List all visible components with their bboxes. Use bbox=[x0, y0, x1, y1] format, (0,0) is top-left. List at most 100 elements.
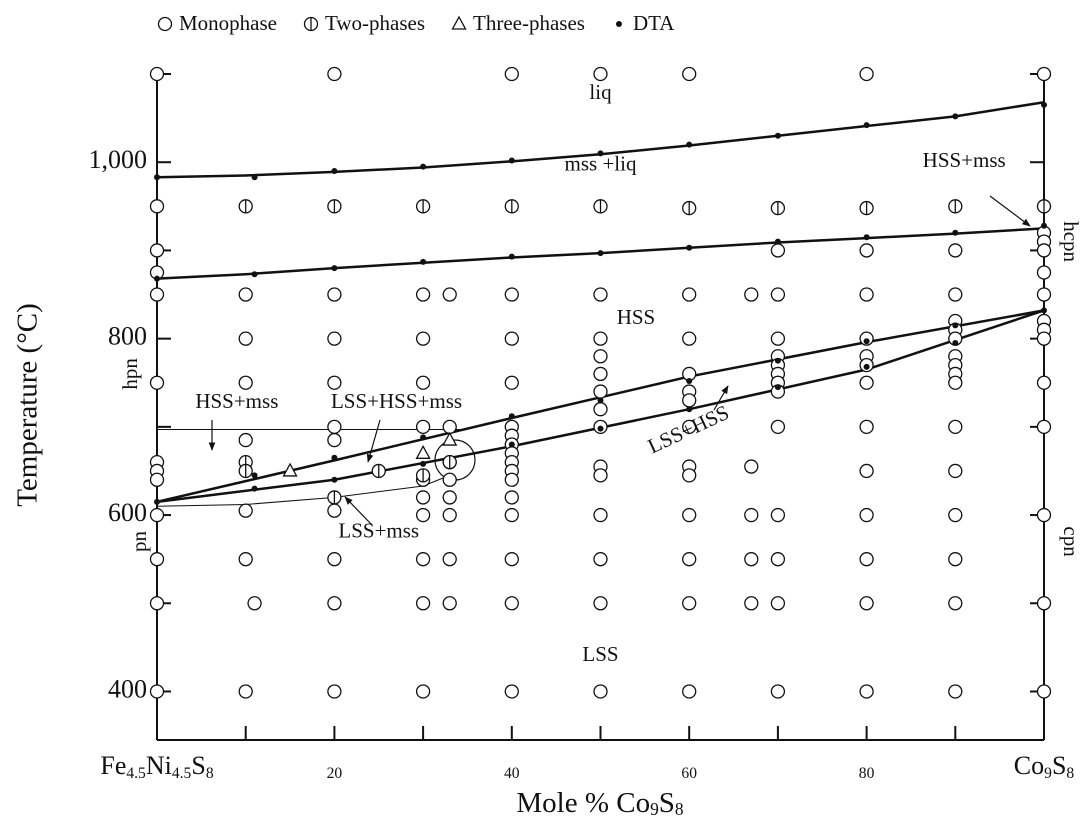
dta-point bbox=[774, 132, 781, 139]
monophase-point bbox=[1036, 265, 1052, 280]
dta-point bbox=[508, 157, 515, 164]
two-phase-point bbox=[593, 199, 608, 214]
monophase-point bbox=[157, 16, 173, 32]
legend-label: Two-phases bbox=[325, 11, 425, 35]
monophase-point bbox=[770, 419, 786, 434]
dta-point bbox=[331, 476, 338, 483]
monophase-point bbox=[415, 287, 431, 302]
dta-point bbox=[597, 250, 604, 257]
monophase-point bbox=[442, 472, 457, 487]
x-tick-label: Co9S8 bbox=[1014, 751, 1075, 782]
two-phase-point bbox=[859, 200, 874, 216]
monophase-point bbox=[948, 552, 963, 567]
monophase-point bbox=[770, 507, 786, 523]
monophase-point bbox=[770, 552, 786, 567]
y-tick-label: 600 bbox=[108, 498, 147, 527]
monophase-point bbox=[948, 243, 963, 258]
monophase-point bbox=[238, 331, 253, 346]
monophase-point bbox=[149, 472, 165, 487]
monophase-point bbox=[859, 419, 874, 434]
two-phase-point bbox=[770, 200, 786, 216]
monophase-point bbox=[238, 552, 253, 567]
monophase-point bbox=[593, 287, 608, 302]
dta-point bbox=[597, 150, 604, 157]
monophase-point bbox=[859, 507, 874, 523]
arrows bbox=[208, 195, 1031, 526]
monophase-point bbox=[415, 375, 431, 390]
monophase-point bbox=[859, 463, 874, 479]
monophase-point bbox=[327, 596, 342, 611]
monophase-point bbox=[682, 419, 697, 434]
monophase-point bbox=[1036, 243, 1052, 258]
monophase-point bbox=[593, 507, 608, 523]
monophase-point bbox=[682, 507, 697, 523]
monophase-point bbox=[327, 552, 342, 567]
dta-point bbox=[597, 397, 604, 404]
dta-point bbox=[251, 472, 258, 479]
legend-label: Three-phases bbox=[473, 11, 585, 35]
monophase-point bbox=[238, 375, 253, 390]
y-tick-label: 1,000 bbox=[89, 145, 148, 174]
series bbox=[238, 199, 1052, 505]
monophase-point bbox=[1036, 419, 1052, 434]
monophase-point bbox=[682, 331, 697, 346]
monophase-point bbox=[593, 66, 608, 82]
dta-point bbox=[774, 357, 781, 364]
arrow bbox=[713, 385, 729, 411]
monophase-point bbox=[682, 287, 697, 302]
dta-point bbox=[508, 253, 515, 260]
monophase-point bbox=[859, 684, 874, 699]
monophase-point bbox=[327, 331, 342, 346]
monophase-point bbox=[744, 287, 759, 302]
monophase-point bbox=[770, 331, 786, 346]
monophase-point bbox=[327, 66, 342, 82]
dta-point bbox=[597, 425, 604, 432]
legend-label: Monophase bbox=[179, 11, 277, 35]
monophase-point bbox=[442, 596, 457, 611]
monophase-point bbox=[744, 507, 759, 523]
monophase-point bbox=[1036, 287, 1052, 302]
dta-point bbox=[952, 340, 959, 347]
monophase-point bbox=[327, 684, 342, 699]
two-phase-point bbox=[415, 468, 431, 483]
dta-point bbox=[331, 265, 338, 272]
two-phase-point bbox=[682, 200, 697, 216]
monophase-point bbox=[504, 684, 519, 699]
region-label: pn bbox=[127, 531, 151, 553]
monophase-point bbox=[238, 684, 253, 699]
dta-point bbox=[686, 141, 693, 148]
y-tick-label: 800 bbox=[108, 322, 147, 351]
monophase-point bbox=[593, 331, 608, 346]
dta-point bbox=[420, 163, 427, 170]
monophase-point bbox=[149, 375, 165, 390]
monophase-point bbox=[744, 596, 759, 611]
monophase-point bbox=[442, 287, 457, 302]
x-tick-label: 20 bbox=[327, 765, 343, 782]
two-phase-point bbox=[327, 490, 342, 505]
monophase-point bbox=[948, 596, 963, 611]
monophase-point bbox=[238, 503, 253, 518]
monophase-point bbox=[682, 684, 697, 699]
three-phase-point bbox=[282, 462, 298, 477]
dta-point bbox=[1041, 101, 1047, 108]
region-label: mss +liq bbox=[565, 152, 637, 176]
dta-point bbox=[251, 174, 258, 181]
region-label: liq bbox=[589, 80, 612, 104]
monophase-point bbox=[859, 552, 874, 567]
monophase-point bbox=[504, 552, 519, 567]
monophase-point bbox=[504, 287, 519, 302]
monophase-point bbox=[593, 684, 608, 699]
monophase-point bbox=[948, 507, 963, 523]
monophase-point bbox=[593, 552, 608, 567]
dta-point bbox=[331, 454, 338, 461]
monophase-point bbox=[859, 375, 874, 390]
dta-point bbox=[952, 229, 959, 236]
monophase-point bbox=[504, 507, 519, 523]
monophase-point bbox=[682, 552, 697, 567]
monophase-point bbox=[504, 375, 519, 390]
dta-point bbox=[686, 377, 693, 384]
monophase-point bbox=[327, 375, 342, 390]
monophase-point bbox=[593, 468, 608, 483]
x-tick-label: 60 bbox=[681, 765, 697, 782]
three-phase-point bbox=[442, 431, 458, 446]
